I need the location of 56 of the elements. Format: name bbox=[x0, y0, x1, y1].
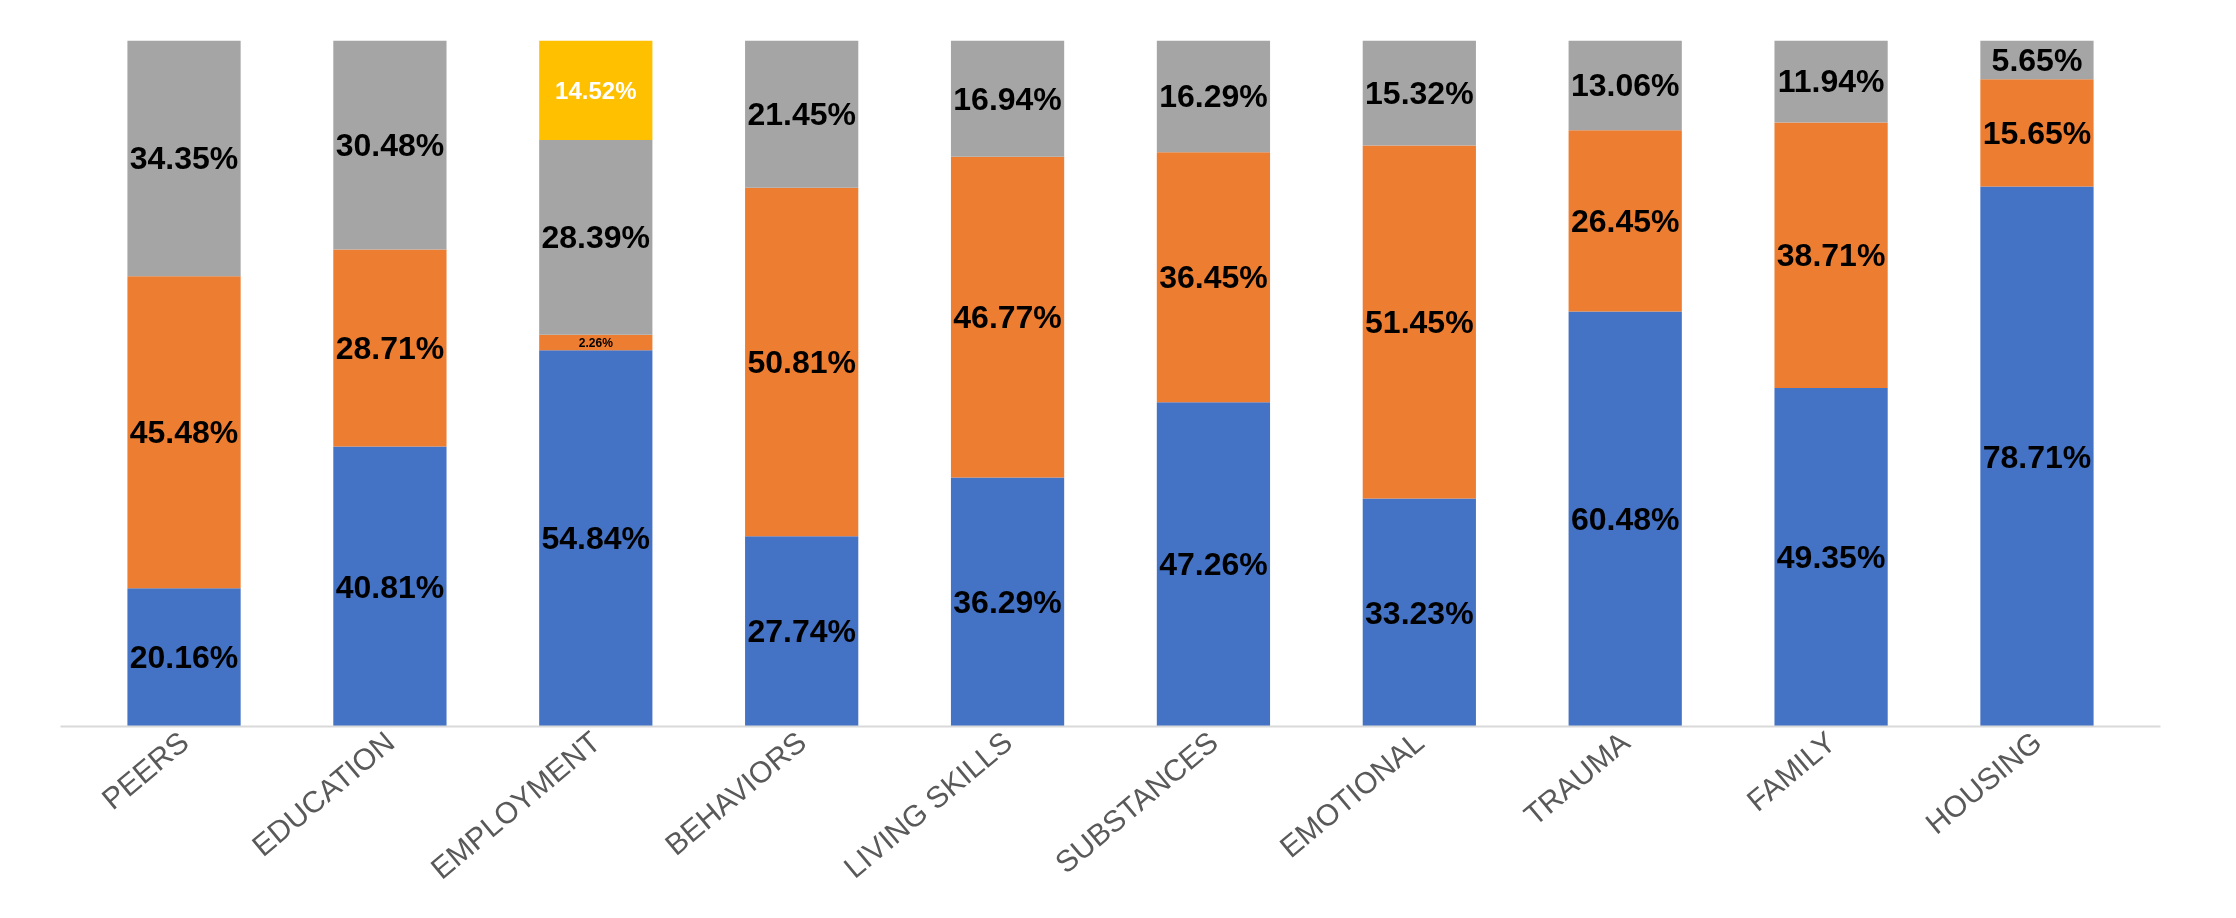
data-label: 78.71% bbox=[1982, 438, 2092, 475]
data-label: 54.84% bbox=[541, 520, 651, 557]
bar bbox=[950, 40, 1065, 157]
data-label: 16.94% bbox=[953, 80, 1062, 117]
bar bbox=[1568, 130, 1682, 312]
bar bbox=[1156, 152, 1271, 403]
data-label: 28.71% bbox=[335, 330, 445, 367]
bar bbox=[127, 40, 241, 277]
bar bbox=[333, 446, 447, 727]
bar bbox=[1980, 79, 2094, 187]
data-label: 15.65% bbox=[1982, 114, 2092, 151]
data-label: 51.45% bbox=[1365, 304, 1474, 341]
data-label: 26.45% bbox=[1570, 202, 1680, 239]
data-label: 15.32% bbox=[1365, 75, 1474, 112]
data-label: 27.74% bbox=[747, 613, 856, 650]
data-label: 30.48% bbox=[335, 127, 445, 164]
data-label: 20.16% bbox=[129, 639, 239, 676]
data-label: 21.45% bbox=[747, 96, 856, 133]
bar bbox=[1774, 122, 1888, 388]
bar bbox=[127, 276, 241, 589]
bar bbox=[745, 536, 859, 727]
bar bbox=[1362, 498, 1476, 727]
data-label: 40.81% bbox=[335, 568, 445, 605]
data-label: 13.06% bbox=[1570, 67, 1680, 104]
data-label: 16.29% bbox=[1159, 78, 1268, 115]
bar bbox=[1568, 311, 1682, 727]
data-label: 36.45% bbox=[1159, 259, 1268, 296]
data-label: 45.48% bbox=[129, 414, 239, 451]
data-label: 50.81% bbox=[747, 343, 856, 380]
bar bbox=[950, 477, 1065, 727]
bar bbox=[745, 187, 859, 537]
data-label: 14.52% bbox=[555, 76, 637, 104]
data-label: 11.94% bbox=[1777, 63, 1885, 100]
bar bbox=[127, 588, 241, 727]
data-label: 34.35% bbox=[129, 140, 239, 177]
bar bbox=[1362, 145, 1476, 499]
bar bbox=[539, 140, 653, 335]
data-label: 2.26% bbox=[578, 335, 614, 350]
data-label: 47.26% bbox=[1159, 546, 1268, 583]
data-label: 33.23% bbox=[1365, 594, 1474, 631]
bar bbox=[1774, 387, 1888, 727]
data-label: 49.35% bbox=[1776, 539, 1886, 576]
data-label: 60.48% bbox=[1570, 501, 1680, 538]
data-label: 46.77% bbox=[953, 299, 1062, 336]
data-label: 36.29% bbox=[953, 584, 1062, 621]
data-label: 38.71% bbox=[1776, 237, 1886, 274]
data-label: 28.39% bbox=[541, 219, 651, 256]
bar bbox=[333, 249, 447, 447]
bar bbox=[950, 156, 1065, 478]
bar bbox=[745, 40, 859, 188]
bar bbox=[333, 40, 447, 250]
bar bbox=[1156, 402, 1271, 727]
bar bbox=[539, 350, 653, 727]
bar bbox=[539, 40, 653, 141]
bar bbox=[1980, 186, 2094, 727]
data-label: 5.65% bbox=[1991, 41, 2083, 78]
